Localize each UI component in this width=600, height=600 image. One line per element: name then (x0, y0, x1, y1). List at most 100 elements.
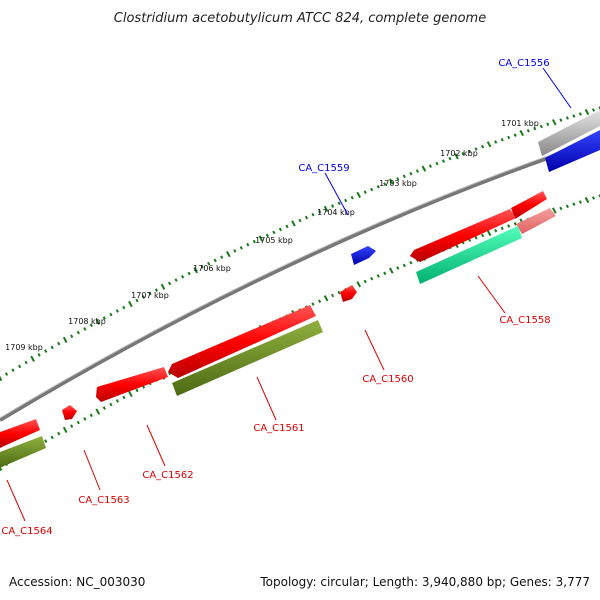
ruler-outer-tick (311, 212, 315, 217)
ruler-outer-tick (415, 169, 419, 173)
label-CA_C1560[interactable]: CA_C1560 (362, 374, 413, 385)
genome-backbone (0, 138, 600, 422)
ruler-outer-tick (291, 220, 296, 227)
ruler-outer-tick (409, 171, 413, 176)
gene-CA_C1556-gray[interactable] (538, 110, 600, 156)
ruler-outer-tick (181, 275, 185, 279)
ruler-outer-tick (252, 239, 256, 244)
ruler-outer-tick (435, 161, 439, 166)
ruler-outer-tick (83, 327, 87, 331)
gene-CA_C1556[interactable] (545, 130, 600, 172)
ruler-outer-tick (154, 288, 159, 292)
leader-CA_C1562 (146, 424, 166, 467)
label-CA_C1563[interactable]: CA_C1563 (78, 495, 129, 506)
gene-teal-feature[interactable] (416, 226, 522, 284)
ruler-outer-tick (76, 330, 80, 335)
ruler-inner-tick (598, 194, 600, 198)
ruler-inner-tick (396, 266, 400, 270)
gene-CA_C1563[interactable] (62, 405, 77, 420)
ruler-inner-tick (591, 196, 596, 200)
gene-CA_C1558[interactable] (410, 209, 516, 262)
leader-CA_C1564 (6, 479, 26, 522)
gene-CA_C1564-olive[interactable] (0, 436, 46, 468)
kbp-label-1702: 1702 kbp (440, 149, 478, 158)
ruler-outer-tick (441, 159, 446, 163)
ruler-outer-tick (4, 372, 9, 376)
ruler-outer-tick (519, 129, 524, 137)
ruler-inner-tick (135, 388, 139, 393)
ruler-outer-tick (258, 235, 264, 242)
ruler-inner-tick (109, 402, 113, 407)
accession-text: Accession: NC_003030 (9, 575, 145, 589)
ruler-outer-tick (421, 165, 427, 172)
ruler-outer-tick (507, 135, 511, 140)
ruler-inner-tick (383, 271, 387, 276)
ruler-outer-tick (11, 368, 15, 372)
ruler-outer-tick (461, 152, 465, 156)
ruler-outer-tick (363, 190, 367, 194)
ruler-outer-tick (187, 271, 191, 276)
label-CA_C1556[interactable]: CA_C1556 (498, 58, 549, 69)
ruler-outer-tick (141, 295, 146, 299)
ruler-outer-tick (233, 249, 237, 253)
ruler-outer-tick (272, 230, 276, 235)
ruler-inner-tick (356, 281, 361, 288)
label-CA_C1558[interactable]: CA_C1558 (499, 315, 550, 326)
genome-summary-text: Topology: circular; Length: 3,940,880 bp… (259, 575, 590, 589)
ruler-inner-tick (486, 229, 492, 237)
ruler-inner-tick (389, 267, 394, 274)
ruler-outer-tick (115, 309, 119, 313)
gene-pink-feature[interactable] (516, 208, 556, 234)
kbp-label-1709: 1709 kbp (5, 343, 43, 352)
ruler-outer-tick (148, 291, 152, 296)
ruler-outer-tick (350, 195, 354, 200)
ruler-outer-tick (193, 267, 198, 274)
kbp-label-1707: 1707 kbp (131, 291, 169, 300)
ruler-inner-tick (62, 426, 68, 434)
leader-CA_C1558 (477, 275, 506, 314)
ruler-outer-tick (474, 147, 478, 151)
ruler-outer-tick (584, 108, 590, 116)
ruler-outer-tick (37, 353, 41, 357)
label-CA_C1561[interactable]: CA_C1561 (253, 423, 304, 434)
ruler-inner-tick (337, 290, 341, 295)
ruler-inner-tick (474, 236, 478, 240)
gene-CA_C1561-olive[interactable] (172, 320, 323, 396)
ruler-inner-tick (70, 424, 74, 428)
gene-red-1557[interactable] (511, 191, 547, 219)
ruler-outer-tick (239, 246, 243, 250)
ruler-outer-tick (62, 336, 68, 344)
kbp-label-1708: 1708 kbp (68, 317, 106, 326)
genome-backbone-highlight (0, 137, 600, 419)
ruler-outer-tick (454, 153, 459, 160)
ruler-inner-tick (578, 200, 582, 204)
ruler-outer-tick (428, 164, 432, 168)
ruler-outer-tick (376, 185, 380, 189)
ruler-outer-tick (50, 345, 54, 350)
ruler-inner-tick (552, 207, 557, 214)
ruler-outer-tick (356, 191, 361, 199)
ruler-outer-tick (402, 174, 406, 179)
ruler-outer-tick (70, 334, 74, 338)
ruler-outer-tick (160, 283, 166, 290)
label-CA_C1559[interactable]: CA_C1559 (298, 163, 349, 174)
ruler-inner-tick (513, 222, 517, 226)
ruler-outer-tick (213, 258, 217, 263)
ruler-inner-tick (95, 408, 101, 415)
ruler-outer-tick (0, 374, 3, 382)
ruler-outer-tick (468, 149, 472, 154)
label-CA_C1562[interactable]: CA_C1562 (142, 470, 193, 481)
gene-CA_C1561[interactable] (168, 305, 316, 378)
ruler-inner-tick (50, 435, 54, 440)
leader-CA_C1560 (364, 329, 385, 371)
gene-CA_C1564[interactable] (0, 419, 40, 448)
ruler-inner-tick (318, 299, 322, 303)
gene-CA_C1559[interactable] (351, 246, 376, 265)
label-CA_C1564[interactable]: CA_C1564 (1, 526, 52, 537)
gene-CA_C1560[interactable] (340, 285, 357, 302)
kbp-label-1704: 1704 kbp (317, 208, 355, 217)
gene-CA_C1562[interactable] (96, 367, 168, 402)
ruler-inner-tick (409, 260, 413, 265)
ruler-outer-tick (389, 178, 394, 185)
ruler-inner-tick (331, 293, 335, 298)
